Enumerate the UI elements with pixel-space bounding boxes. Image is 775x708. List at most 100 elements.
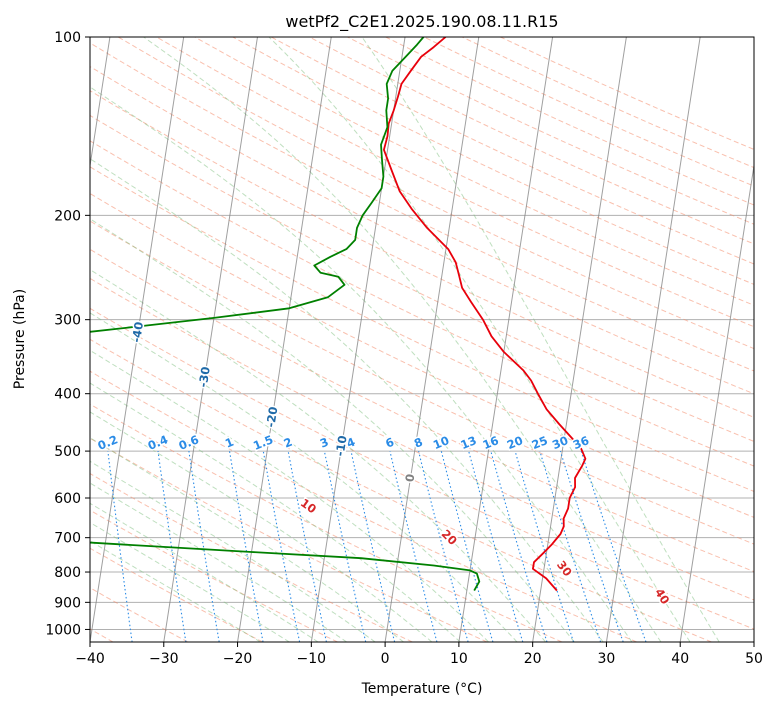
isotherm-label: -40 bbox=[129, 321, 146, 344]
mixing-ratio-label: 1 bbox=[223, 435, 236, 451]
axis-ticks: −40 −30 −20 −10 0 10 20 30 40 5010020030040050060… bbox=[45, 30, 763, 667]
moist-adiabat-4 bbox=[90, 411, 433, 642]
isotherm-40 bbox=[679, 162, 754, 642]
mixing-ratio-line-10 bbox=[440, 450, 494, 642]
isotherms bbox=[90, 37, 754, 642]
y-tick-label: 400 bbox=[54, 387, 81, 403]
dry-adiabat-513 bbox=[423, 37, 754, 187]
x-tick-label: −30 bbox=[149, 651, 179, 667]
dry-adiabat-293 bbox=[90, 403, 563, 642]
x-tick-label: −20 bbox=[223, 651, 253, 667]
moist-adiabat-16 bbox=[90, 312, 518, 642]
y-tick-label: 700 bbox=[54, 531, 81, 547]
mixing-ratio-line-13 bbox=[468, 450, 524, 642]
dry-adiabat-423 bbox=[90, 42, 754, 372]
mixing-ratio-line-8 bbox=[418, 450, 469, 642]
series-lines bbox=[90, 37, 587, 592]
moist-adiabat--8 bbox=[90, 482, 347, 642]
mixing-ratio-label: 30 bbox=[550, 433, 570, 452]
moist-adiabat-44 bbox=[361, 37, 720, 642]
isotherm-20 bbox=[532, 37, 627, 642]
moist-adiabat--20 bbox=[90, 540, 261, 642]
x-tick-label: 40 bbox=[671, 651, 689, 667]
dry-adiabat-263 bbox=[90, 509, 338, 642]
moist-adiabat-0 bbox=[90, 437, 404, 642]
dry-adiabat-373 bbox=[90, 166, 754, 492]
y-axis-label: Pressure (hPa) bbox=[12, 289, 28, 389]
x-tick-label: 30 bbox=[598, 651, 616, 667]
x-tick-label: −10 bbox=[297, 651, 327, 667]
isotherm-10 bbox=[458, 37, 554, 642]
dry-adiabat-533 bbox=[500, 37, 754, 150]
mixing-ratio-label: 3 bbox=[318, 435, 331, 451]
isotherm-label: 0 bbox=[402, 473, 417, 483]
dry-adiabat-453 bbox=[194, 37, 754, 306]
mixing-ratio-line-36 bbox=[580, 450, 647, 642]
dry-adiabat-393 bbox=[90, 114, 754, 442]
mixing-ratio-line-25 bbox=[539, 450, 602, 642]
y-tick-label: 800 bbox=[54, 565, 81, 581]
isotherm--50 bbox=[90, 37, 111, 169]
dry-adiabat-383 bbox=[90, 140, 754, 467]
chart-title: wetPf2_C2E1.2025.190.08.11.R15 bbox=[285, 12, 558, 32]
isotherm--20 bbox=[237, 37, 332, 642]
x-tick-label: 20 bbox=[524, 651, 542, 667]
mixing-ratio-line-16 bbox=[490, 450, 548, 642]
moist-adiabat-label: 30 bbox=[554, 558, 575, 579]
x-tick-label: 50 bbox=[745, 651, 763, 667]
moist-adiabat-36 bbox=[143, 37, 662, 642]
mixing-ratio-label: 0.6 bbox=[177, 432, 201, 453]
y-tick-label: 100 bbox=[54, 30, 81, 46]
isotherm-label: -10 bbox=[333, 434, 350, 457]
moist-adiabat-40 bbox=[268, 37, 691, 642]
dry-adiabat-313 bbox=[90, 338, 712, 642]
plot-frame bbox=[89, 36, 755, 643]
mixing-ratio-label: 36 bbox=[571, 433, 591, 452]
dry-adiabat-473 bbox=[270, 37, 754, 265]
dry-adiabat-343 bbox=[90, 248, 754, 573]
mixing-ratio-line-2 bbox=[287, 451, 327, 642]
mixing-ratio-label: 0.4 bbox=[146, 432, 170, 453]
dry-adiabat-363 bbox=[90, 192, 754, 518]
moist-adiabat-label: 10 bbox=[298, 496, 319, 517]
moist-adiabat-28 bbox=[90, 158, 604, 642]
y-tick-label: 1000 bbox=[45, 622, 81, 638]
moist-adiabat-20 bbox=[90, 269, 547, 642]
mixing-ratio-label: 2 bbox=[282, 435, 295, 451]
dry-adiabat-243 bbox=[90, 587, 189, 642]
moist-adiabat-24 bbox=[90, 218, 575, 642]
y-tick-label: 300 bbox=[54, 313, 81, 329]
dry-adiabat-283 bbox=[90, 437, 488, 642]
mixing-ratio-line-0.6 bbox=[188, 451, 220, 642]
x-tick-label: 0 bbox=[381, 651, 390, 667]
mixing-ratio-label: 0.2 bbox=[96, 432, 120, 453]
plot-layer bbox=[90, 37, 754, 642]
dry-adiabat-433 bbox=[117, 37, 754, 350]
mixing-ratio-line-20 bbox=[514, 450, 575, 642]
x-tick-label: −40 bbox=[75, 651, 105, 667]
isotherm-30 bbox=[605, 37, 701, 642]
isotherm-0 bbox=[384, 37, 480, 642]
mixing-ratio-line-1.5 bbox=[262, 451, 301, 642]
dewpoint-line bbox=[90, 37, 481, 592]
moist-adiabat--4 bbox=[90, 460, 376, 642]
mixing-ratio-label: 13 bbox=[458, 433, 478, 452]
isotherm--40 bbox=[90, 37, 185, 642]
isotherm--30 bbox=[163, 37, 258, 642]
mixing-ratio-label: 16 bbox=[481, 433, 501, 452]
dry-adiabat-253 bbox=[90, 547, 263, 642]
dry-adiabat-503 bbox=[385, 37, 754, 206]
mixing-ratio-label: 1.5 bbox=[251, 432, 275, 453]
isotherm-label: -30 bbox=[196, 366, 213, 389]
mixing-ratio-lines bbox=[107, 450, 647, 642]
mixing-ratio-label: 20 bbox=[505, 433, 525, 452]
moist-adiabat-32 bbox=[90, 86, 633, 642]
mixing-ratio-line-3 bbox=[323, 450, 367, 642]
moist-adiabat-12 bbox=[90, 349, 489, 642]
y-tick-label: 500 bbox=[54, 444, 81, 460]
mixing-ratio-line-4 bbox=[350, 450, 396, 642]
moist-adiabat--12 bbox=[90, 502, 319, 642]
x-tick-label: 10 bbox=[450, 651, 468, 667]
y-tick-label: 200 bbox=[54, 208, 81, 224]
